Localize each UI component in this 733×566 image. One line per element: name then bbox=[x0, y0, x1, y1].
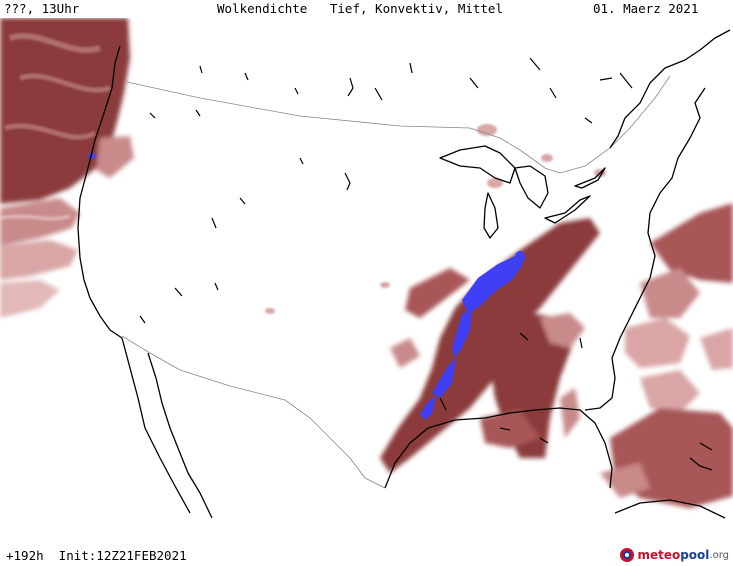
cloud-texture-pacific-northwest bbox=[0, 33, 111, 221]
forecast-day-label: ???, 13Uhr bbox=[4, 1, 80, 16]
cloud-band-south-central bbox=[380, 218, 600, 473]
coastlines bbox=[77, 29, 731, 519]
logo-text-pool: pool bbox=[680, 548, 710, 562]
footer-bar: +192h Init:12Z21FEB2021 meteo pool .org bbox=[0, 540, 733, 566]
cloud-area-pacific-northwest bbox=[0, 18, 134, 318]
meteopool-logo[interactable]: meteo pool .org bbox=[620, 545, 729, 565]
logo-text-meteo: meteo bbox=[637, 548, 681, 562]
logo-text-org: .org bbox=[709, 549, 729, 561]
map-title: Wolkendichte Tief, Konvektiv, Mittel bbox=[217, 1, 503, 16]
weather-map bbox=[0, 18, 733, 526]
header-bar: ???, 13Uhr Wolkendichte Tief, Konvektiv,… bbox=[0, 0, 733, 18]
border-lines bbox=[121, 75, 671, 489]
meteopool-logo-icon bbox=[620, 548, 635, 562]
convective-cells bbox=[420, 251, 525, 420]
small-water-bodies bbox=[139, 57, 633, 444]
forecast-date: 01. Maerz 2021 bbox=[593, 1, 699, 16]
init-time-label: +192h Init:12Z21FEB2021 bbox=[6, 548, 187, 563]
cloud-area-atlantic bbox=[600, 203, 733, 508]
